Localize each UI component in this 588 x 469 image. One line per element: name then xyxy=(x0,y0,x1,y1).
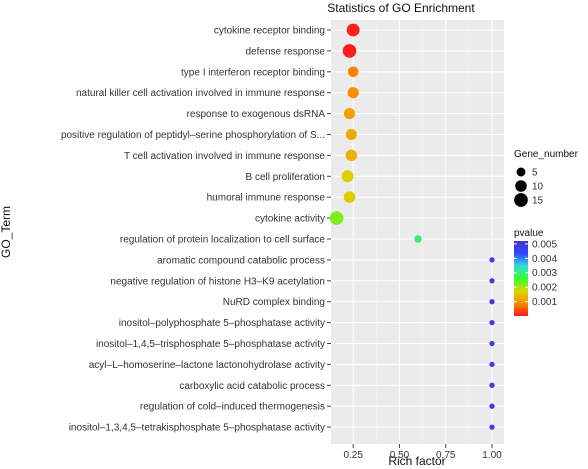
x-axis-tick-labels: 0.25 0.50 0.75 1.00 xyxy=(343,444,502,461)
pvalue-colorbar xyxy=(514,241,528,316)
y-tick-label: B cell proliferation xyxy=(246,172,325,183)
y-tick-label: humoral immune response xyxy=(207,193,326,204)
data-point xyxy=(346,23,360,37)
y-tick-label: NuRD complex binding xyxy=(223,297,325,308)
data-point xyxy=(489,278,495,284)
x-tick-label: 0.75 xyxy=(436,450,456,461)
y-tick-label: natural killer cell activation involved … xyxy=(76,88,325,99)
data-points xyxy=(329,23,495,430)
y-tick-label: carboxylic acid catabolic process xyxy=(179,381,325,392)
gene-number-legend-key xyxy=(515,180,527,192)
data-point xyxy=(489,299,495,305)
y-tick-label: defense response xyxy=(245,46,325,57)
pvalue-legend-title: pvalue xyxy=(514,228,544,239)
data-point xyxy=(345,128,357,141)
data-point xyxy=(489,382,495,388)
data-point xyxy=(489,403,495,409)
y-tick-label: regulation of protein localization to ce… xyxy=(120,235,326,246)
y-tick-label: cytokine activity xyxy=(255,214,325,225)
y-tick-label: acyl–L–homoserine–lactone lactonohydrola… xyxy=(89,360,325,371)
x-tick-label: 1.00 xyxy=(482,450,502,461)
pvalue-legend-label: 0.002 xyxy=(532,283,557,294)
data-point xyxy=(341,170,354,183)
data-point xyxy=(343,191,356,203)
gene-number-legend-label: 15 xyxy=(532,196,544,207)
pvalue-legend-label: 0.004 xyxy=(532,254,557,265)
gene-number-legend: Gene_number 5 10 15 xyxy=(514,149,579,207)
data-point xyxy=(342,44,357,58)
data-point xyxy=(489,424,495,430)
pvalue-legend-label: 0.001 xyxy=(532,297,557,308)
y-axis-title: GO_Term xyxy=(0,206,13,258)
y-tick-label: negative regulation of histone H3–K9 ace… xyxy=(110,276,325,287)
y-tick-label: regulation of cold–induced thermogenesis xyxy=(140,402,325,413)
x-tick-label: 0.50 xyxy=(390,450,410,461)
y-tick-label: aromatic compound catabolic process xyxy=(157,255,325,266)
y-tick-label: inositol–polyphosphate 5–phosphatase act… xyxy=(119,318,325,329)
x-axis-title: Rich factor xyxy=(388,454,445,468)
gene-number-legend-label: 5 xyxy=(532,168,538,179)
y-tick-label: inositol–1,4,5–trisphosphate 5–phosphata… xyxy=(96,339,325,350)
y-axis-tick-labels: cytokine receptor binding defense respons… xyxy=(61,26,331,434)
data-point xyxy=(347,87,359,99)
y-tick-label: response to exogenous dsRNA xyxy=(187,109,326,120)
data-point xyxy=(343,108,356,120)
data-point xyxy=(489,340,495,347)
data-point xyxy=(489,361,495,368)
y-tick-label: T cell activation involved in immune res… xyxy=(124,151,325,162)
y-tick-label: positive regulation of peptidyl–serine p… xyxy=(61,130,325,141)
x-tick-label: 0.25 xyxy=(343,450,363,461)
data-point xyxy=(489,319,495,326)
data-point xyxy=(329,211,344,225)
y-tick-label: cytokine receptor binding xyxy=(214,26,325,37)
gene-number-legend-key xyxy=(514,193,528,207)
data-point xyxy=(489,257,495,263)
pvalue-legend-label: 0.005 xyxy=(532,239,557,250)
pvalue-legend-label: 0.003 xyxy=(532,268,557,279)
gene-number-legend-key xyxy=(516,167,526,177)
pvalue-legend: pvalue 0.005 0.004 0.003 0.002 0.001 xyxy=(514,228,557,316)
data-point xyxy=(345,149,358,162)
plot-panel xyxy=(331,20,504,444)
gene-number-legend-title: Gene_number xyxy=(514,149,579,160)
chart-title: Statistics of GO Enrichment xyxy=(327,1,475,15)
y-tick-label: type I interferon receptor binding xyxy=(181,67,325,78)
data-point xyxy=(347,66,359,78)
data-point xyxy=(414,235,422,243)
y-tick-label: inositol–1,3,4,5–tetrakisphosphate 5–pho… xyxy=(69,423,325,434)
gene-number-legend-label: 10 xyxy=(532,182,544,193)
